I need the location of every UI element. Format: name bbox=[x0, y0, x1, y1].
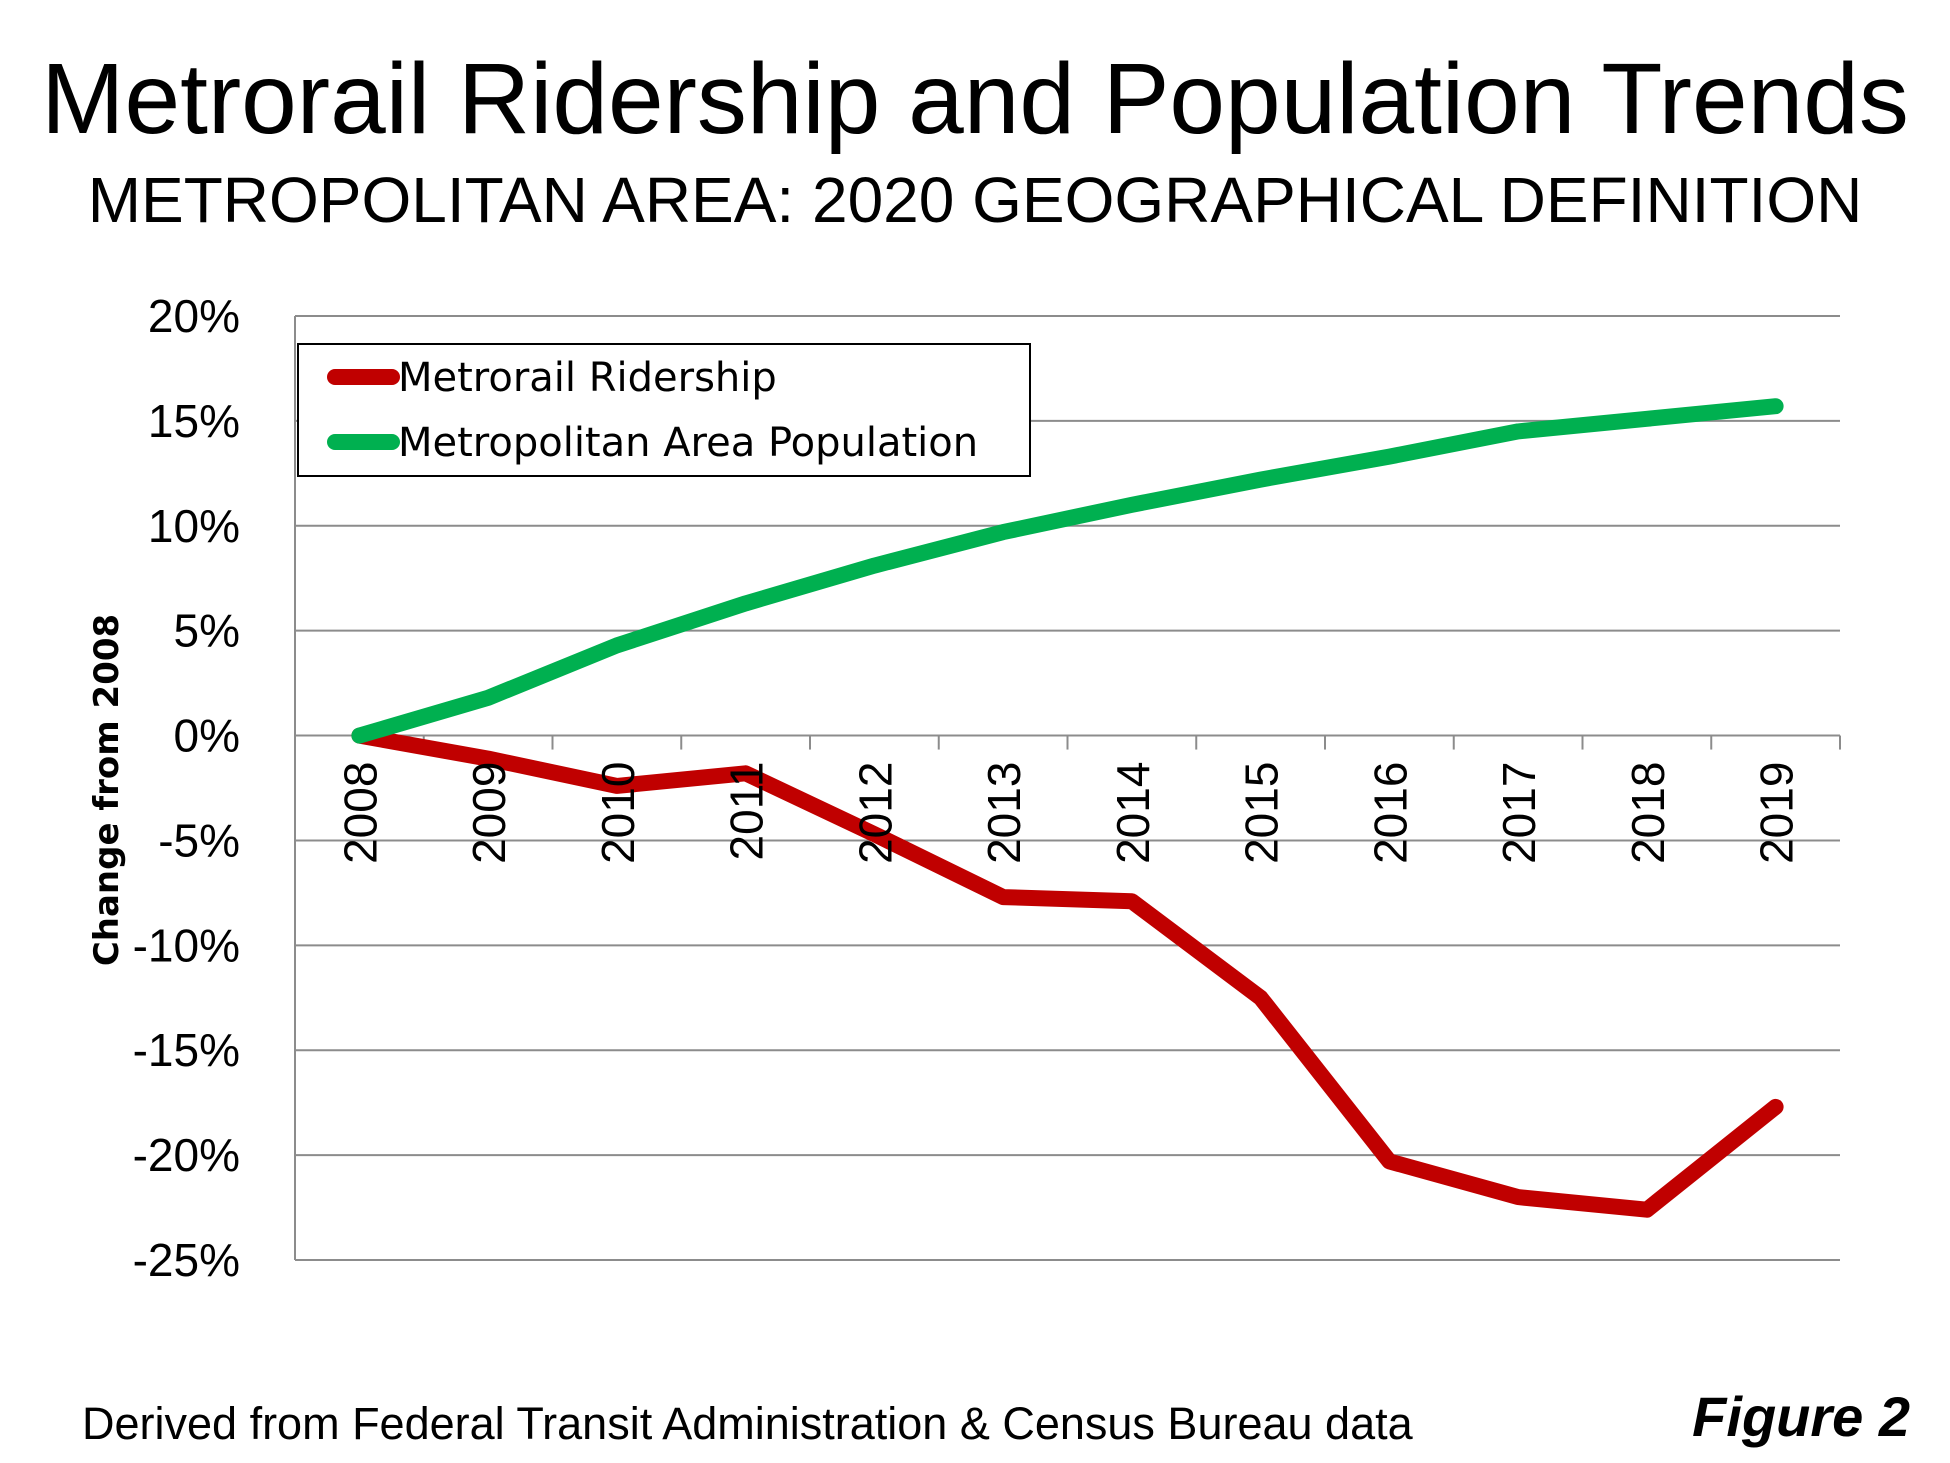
axes bbox=[294, 316, 1841, 1260]
x-tick-label: 2015 bbox=[1236, 762, 1288, 864]
y-axis-label: Change from 2008 bbox=[87, 614, 127, 966]
series-lines bbox=[351, 398, 1784, 1218]
chart-title: Metrorail Ridership and Population Trend… bbox=[41, 43, 1909, 155]
x-tick-label: 2008 bbox=[334, 762, 386, 864]
y-tick-label: 15% bbox=[148, 395, 240, 447]
y-axis-ticks: 20% 15% 10% 5% 0% -5% -10% -15% -20% -25% bbox=[133, 290, 240, 1286]
x-tick-label: 2018 bbox=[1622, 762, 1674, 864]
x-tick-label: 2019 bbox=[1751, 762, 1803, 864]
x-tick-label: 2010 bbox=[592, 762, 644, 864]
legend-box bbox=[297, 343, 1031, 477]
x-tick-label: 2012 bbox=[849, 762, 901, 864]
x-tick-label: 2016 bbox=[1364, 762, 1416, 864]
x-axis-ticks: 2008 2009 2010 2011 2012 2013 2014 2015 2016 2017… bbox=[334, 762, 1802, 864]
series-line-metrorail-ridership bbox=[351, 727, 1784, 1218]
y-tick-label: -25% bbox=[133, 1234, 240, 1286]
legend-label-metrorail-ridership: Metrorail Ridership bbox=[398, 355, 777, 401]
y-tick-label: 0% bbox=[174, 710, 240, 762]
source-note: Derived from Federal Transit Administrat… bbox=[82, 1398, 1413, 1449]
y-tick-label: -15% bbox=[133, 1024, 240, 1076]
figure-label: Figure 2 bbox=[1692, 1385, 1910, 1448]
x-tick-label: 2017 bbox=[1493, 762, 1545, 864]
series-line-population bbox=[351, 398, 1784, 744]
chart-subtitle: METROPOLITAN AREA: 2020 GEOGRAPHICAL DEF… bbox=[87, 164, 1863, 236]
x-tick-label: 2014 bbox=[1107, 762, 1159, 864]
y-tick-label: 5% bbox=[174, 605, 240, 657]
x-tick-label: 2009 bbox=[463, 762, 515, 864]
y-tick-label: 10% bbox=[148, 500, 240, 552]
y-tick-label: -5% bbox=[158, 814, 240, 866]
y-tick-label: 20% bbox=[148, 290, 240, 342]
y-tick-label: -10% bbox=[133, 919, 240, 971]
x-tick-label: 2013 bbox=[978, 762, 1030, 864]
legend-label-population: Metropolitan Area Population bbox=[398, 420, 978, 466]
legend: Metrorail Ridership Metropolitan Area Po… bbox=[297, 343, 1031, 477]
x-tick-label: 2011 bbox=[721, 762, 773, 861]
y-tick-label: -20% bbox=[133, 1129, 240, 1181]
